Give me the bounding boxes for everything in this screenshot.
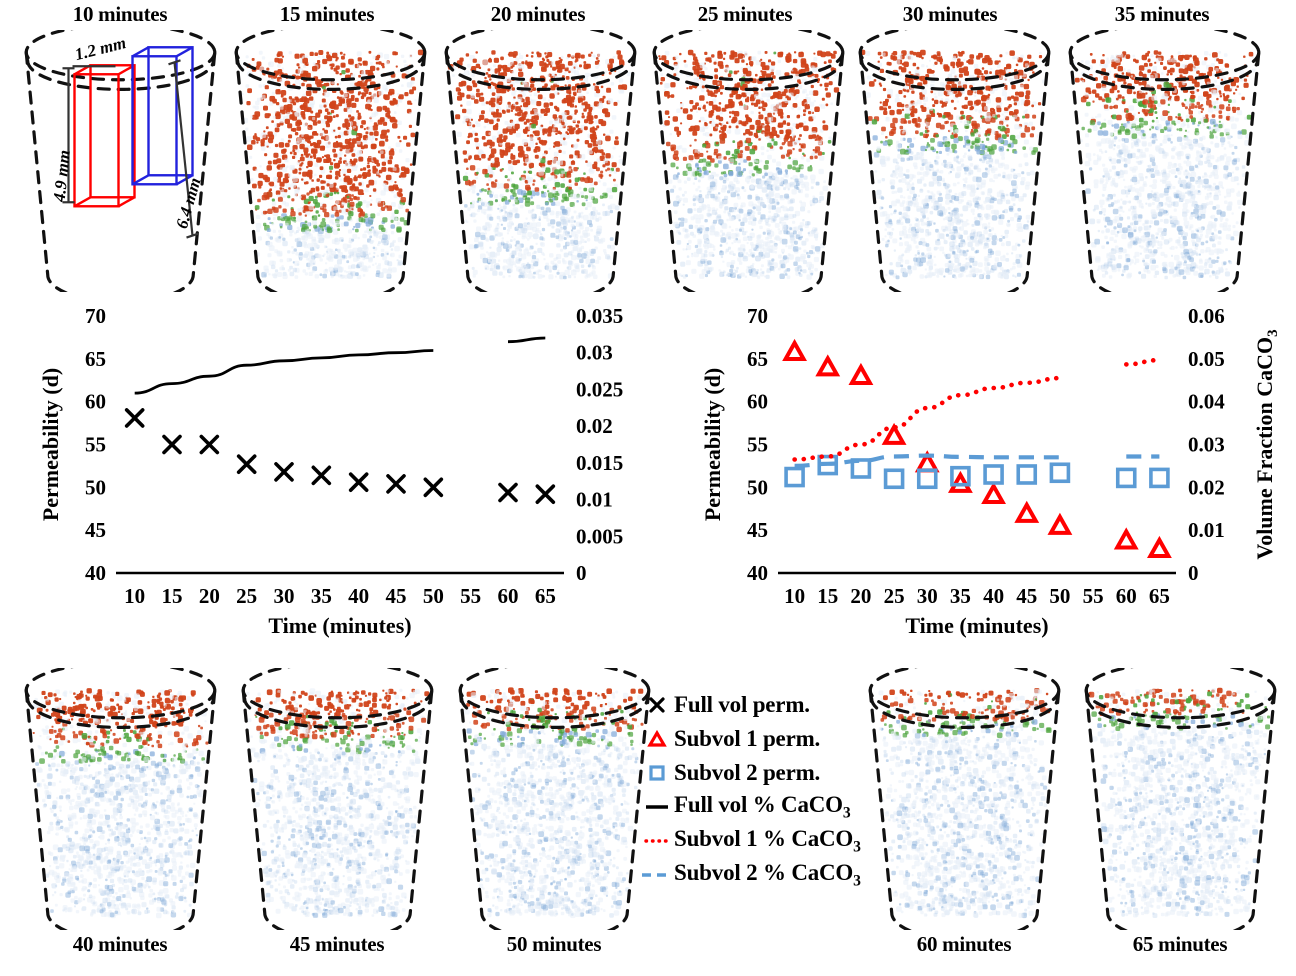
legend-label-subvol1-caco3: Subvol 1 % CaCO3 (674, 825, 861, 856)
panel-label-40min: 40 minutes (72, 932, 168, 956)
right-chart: 40 45 50 55 60 65 70 0 0.01 0.02 0.03 0.04 0.05 0.06 1… (660, 300, 1296, 655)
solid-line-icon (640, 796, 674, 818)
panel-label-60min: 60 minutes (916, 932, 1012, 956)
cylinder-panel-30min (852, 30, 1057, 292)
cylinder-panel-35min (1062, 30, 1267, 292)
cylinder-panel-20min (438, 30, 643, 292)
panel-label-65min: 65 minutes (1132, 932, 1228, 956)
legend-label-full-vol-caco3: Full vol % CaCO3 (674, 791, 851, 822)
legend-label-subvol2-caco3: Subvol 2 % CaCO3 (674, 859, 861, 890)
cylinder-panel-50min (452, 668, 657, 930)
legend-item-subvol2-caco3: Subvol 2 % CaCO3 (640, 858, 930, 892)
left-chart: 40 45 50 55 60 65 70 0 0.005 0.01 0.015 0.02 0.025 0.… (8, 300, 656, 655)
x-marker-icon (640, 694, 674, 716)
cylinder-panel-40min (18, 668, 223, 930)
cylinder-panel-45min (235, 668, 440, 930)
legend-label-subvol2-perm: Subvol 2 perm. (674, 760, 821, 785)
cylinder-panel-25min (646, 30, 851, 292)
cylinder-panel-65min (1078, 668, 1283, 930)
dotted-line-icon (640, 830, 674, 852)
panel-label-20min: 20 minutes (490, 2, 586, 26)
svg-text:1.2 mm: 1.2 mm (73, 33, 128, 64)
legend-item-full-vol-caco3: Full vol % CaCO3 (640, 790, 930, 824)
legend-item-subvol1-perm: Subvol 1 perm. (640, 722, 930, 756)
legend-label-full-vol-perm: Full vol perm. (674, 692, 810, 717)
cylinder-panel-60min (862, 668, 1067, 930)
legend-label-subvol1-perm: Subvol 1 perm. (674, 726, 821, 751)
legend-item-subvol1-caco3: Subvol 1 % CaCO3 (640, 824, 930, 858)
dashed-line-icon (640, 864, 674, 886)
chart-legend: Full vol perm. Subvol 1 perm. Subvol 2 p… (640, 688, 930, 892)
panel-label-45min: 45 minutes (289, 932, 385, 956)
legend-item-full-vol-perm: Full vol perm. (640, 688, 930, 722)
cylinder-panel-10min: 1.2 mm 4.9 mm 6.4 mm (18, 30, 223, 292)
cylinder-panel-15min (228, 30, 433, 292)
panel-label-30min: 30 minutes (902, 2, 998, 26)
legend-item-subvol2-perm: Subvol 2 perm. (640, 756, 930, 790)
panel-label-35min: 35 minutes (1114, 2, 1210, 26)
panel-label-10min: 10 minutes (72, 2, 168, 26)
square-marker-icon (640, 762, 674, 784)
panel-label-15min: 15 minutes (279, 2, 375, 26)
panel-label-50min: 50 minutes (506, 932, 602, 956)
triangle-marker-icon (640, 728, 674, 750)
panel-label-25min: 25 minutes (697, 2, 793, 26)
svg-text:4.9 mm: 4.9 mm (49, 149, 73, 204)
